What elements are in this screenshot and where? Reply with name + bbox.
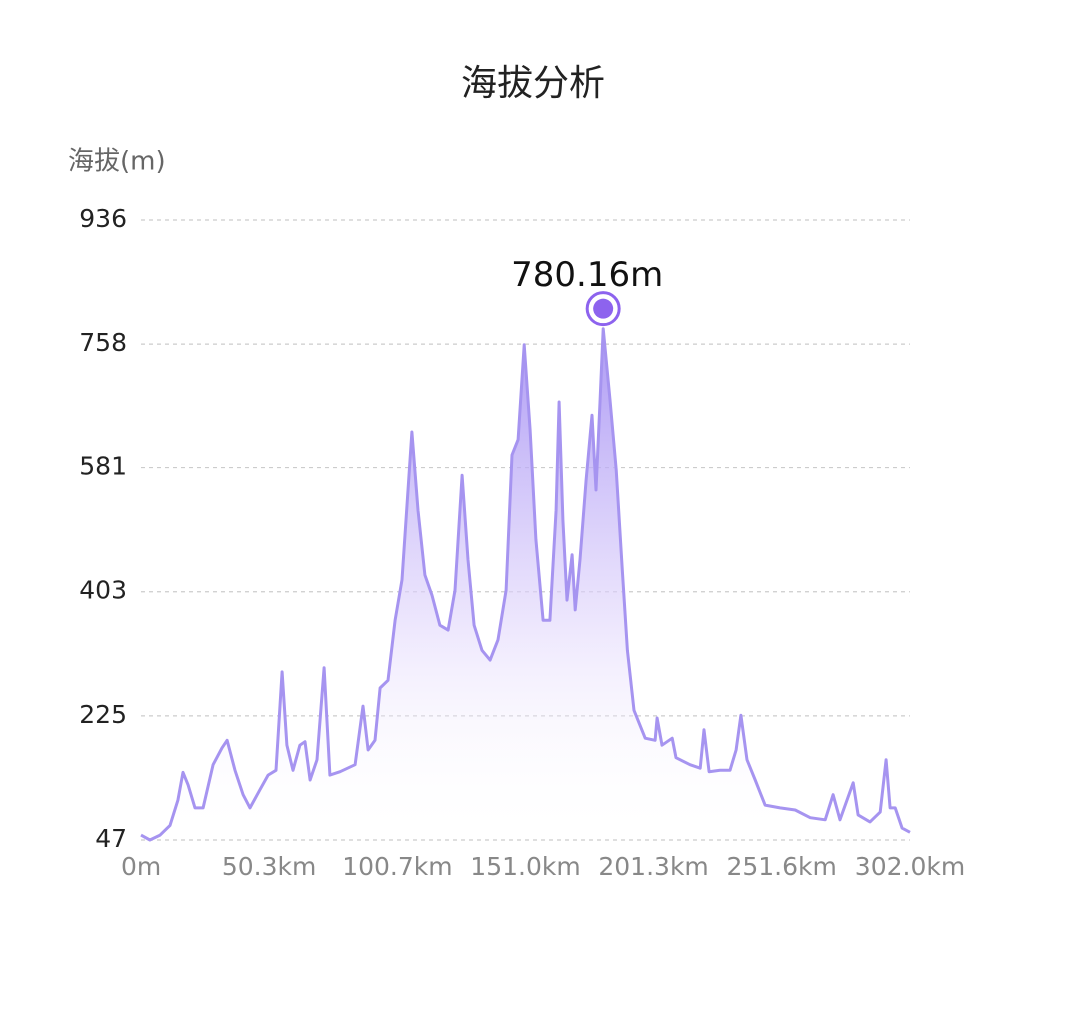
y-axis-title: 海拔(m) bbox=[68, 147, 166, 177]
chart-title: 海拔分析 bbox=[461, 63, 605, 104]
line bbox=[140, 327, 911, 842]
peak-marker bbox=[593, 298, 614, 319]
x-tick-label: 50.3km bbox=[222, 852, 317, 881]
x-tick-label: 151.0km bbox=[470, 852, 580, 881]
x-tick-label: 0m bbox=[121, 852, 161, 881]
x-tick-label: 201.3km bbox=[598, 852, 708, 881]
peak-label: 780.16m bbox=[511, 255, 663, 295]
x-tick-label: 302.0km bbox=[855, 852, 965, 881]
y-tick-label: 758 bbox=[79, 328, 127, 357]
y-tick-label: 581 bbox=[79, 452, 127, 481]
area bbox=[141, 328, 910, 840]
x-tick-label: 251.6km bbox=[726, 852, 836, 881]
y-tick-label: 936 bbox=[79, 204, 127, 233]
y-tick-label: 403 bbox=[79, 576, 127, 605]
y-tick-label: 225 bbox=[79, 700, 127, 729]
x-tick-label: 100.7km bbox=[342, 852, 452, 881]
y-tick-label: 47 bbox=[95, 824, 127, 853]
